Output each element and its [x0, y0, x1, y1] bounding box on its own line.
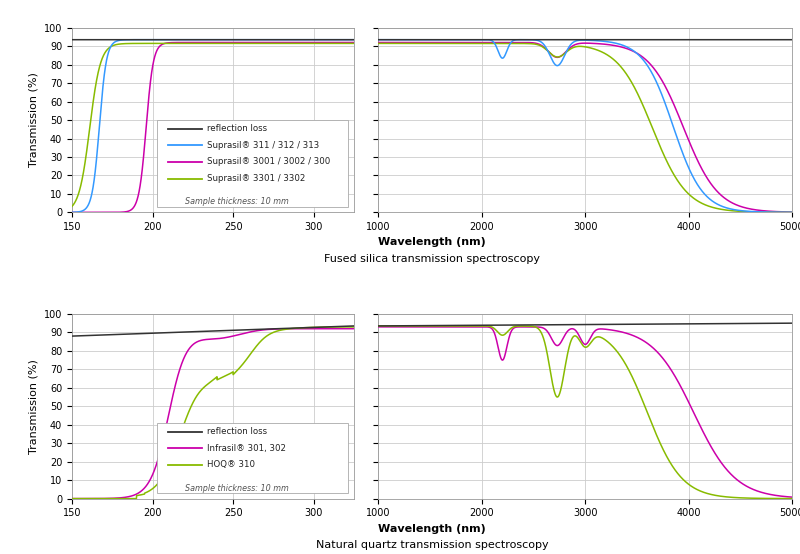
Y-axis label: Transmission (%): Transmission (%)	[28, 359, 38, 454]
Text: reflection loss: reflection loss	[207, 427, 267, 436]
Bar	[157, 120, 348, 207]
Y-axis label: Transmission (%): Transmission (%)	[28, 73, 38, 167]
Text: Sample thickness: 10 mm: Sample thickness: 10 mm	[185, 484, 289, 493]
Text: Suprasil® 311 / 312 / 313: Suprasil® 311 / 312 / 313	[207, 141, 320, 150]
Text: Suprasil® 3001 / 3002 / 300: Suprasil® 3001 / 3002 / 300	[207, 157, 330, 166]
Bar	[157, 423, 348, 493]
Text: HOQ® 310: HOQ® 310	[207, 460, 255, 469]
Text: Fused silica transmission spectroscopy: Fused silica transmission spectroscopy	[324, 254, 540, 264]
Text: Suprasil® 3301 / 3302: Suprasil® 3301 / 3302	[207, 174, 306, 183]
Text: Natural quartz transmission spectroscopy: Natural quartz transmission spectroscopy	[316, 540, 548, 550]
Text: reflection loss: reflection loss	[207, 124, 267, 133]
Text: Wavelength (nm): Wavelength (nm)	[378, 524, 486, 534]
Text: Infrasil® 301, 302: Infrasil® 301, 302	[207, 444, 286, 453]
Text: Sample thickness: 10 mm: Sample thickness: 10 mm	[185, 197, 289, 206]
Text: Wavelength (nm): Wavelength (nm)	[378, 237, 486, 247]
